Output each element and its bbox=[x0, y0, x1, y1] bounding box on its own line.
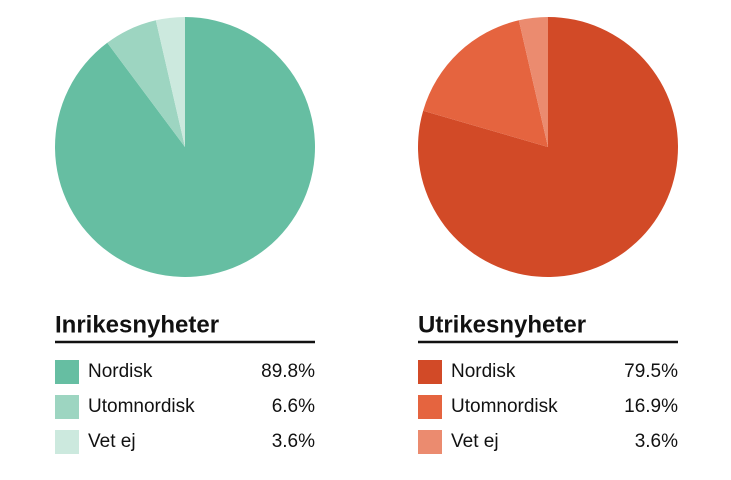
value-label: 89.8% bbox=[261, 361, 315, 382]
value-label: 79.5% bbox=[624, 361, 678, 382]
legend-swatch bbox=[55, 430, 79, 454]
pie-slice bbox=[423, 20, 548, 147]
legend-label: Utomnordisk bbox=[451, 396, 558, 417]
legend-swatch bbox=[418, 395, 442, 419]
legend-swatch bbox=[418, 430, 442, 454]
legend-swatch bbox=[418, 360, 442, 384]
legend-label: Nordisk bbox=[88, 361, 153, 382]
value-label: 3.6% bbox=[635, 431, 678, 452]
legend-label: Vet ej bbox=[88, 431, 136, 452]
value-label: 16.9% bbox=[624, 396, 678, 417]
pie-slice bbox=[518, 17, 548, 147]
legend-title: Inrikesnyheter bbox=[55, 311, 219, 338]
legend-swatch bbox=[55, 360, 79, 384]
legend-swatch bbox=[55, 395, 79, 419]
pie-slice bbox=[107, 20, 185, 147]
legend-label: Nordisk bbox=[451, 361, 516, 382]
value-label: 6.6% bbox=[272, 396, 315, 417]
value-label: 3.6% bbox=[272, 431, 315, 452]
legend-title: Utrikesnyheter bbox=[418, 311, 586, 338]
legend-label: Vet ej bbox=[451, 431, 499, 452]
pie-slice bbox=[54, 17, 315, 278]
pie-slice bbox=[155, 17, 185, 147]
legend-label: Utomnordisk bbox=[88, 396, 195, 417]
